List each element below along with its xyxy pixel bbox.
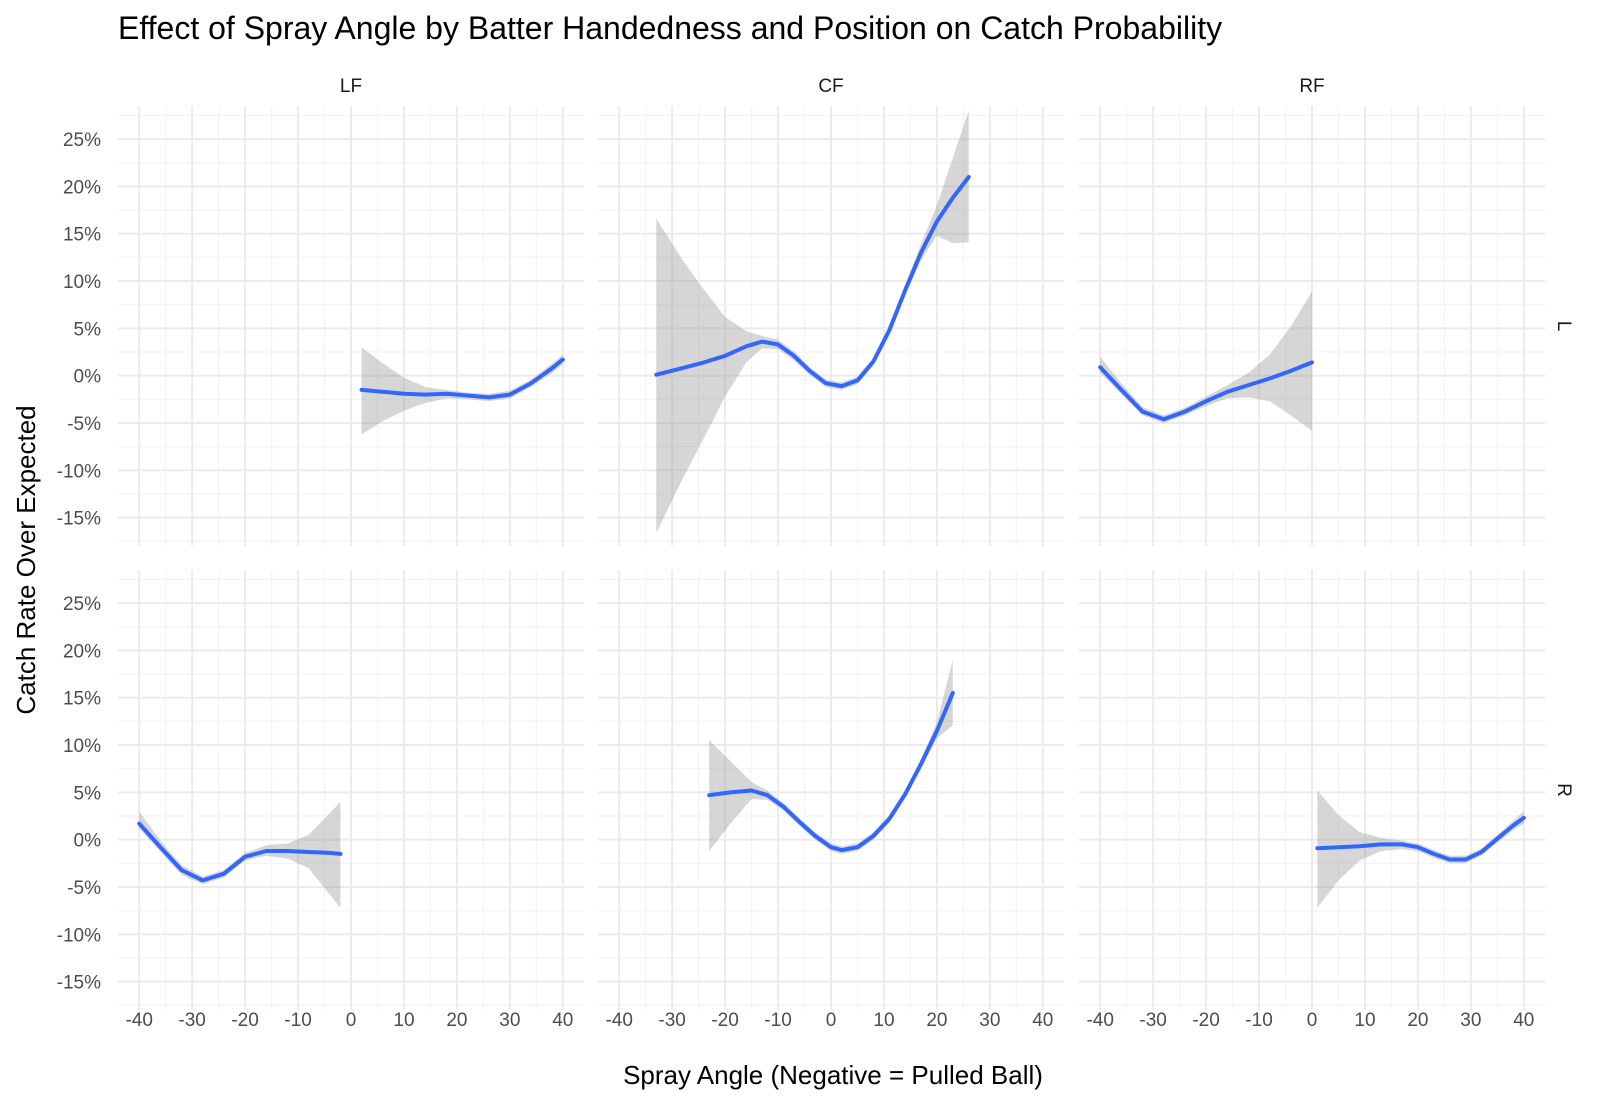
y-tick-label: -10% (57, 461, 101, 482)
x-tick-label: -40 (605, 1010, 632, 1031)
panel-lf-r (137, 801, 343, 908)
y-tick-label: 25% (63, 130, 101, 151)
x-tick-label: 10 (1354, 1010, 1375, 1031)
facet-row-label: R (1553, 783, 1574, 797)
x-tick-label: -10 (1245, 1010, 1272, 1031)
x-tick-label: -10 (764, 1010, 791, 1031)
x-tick-label: -30 (178, 1010, 205, 1031)
x-tick-label: -30 (1139, 1010, 1166, 1031)
x-tick-label: 10 (393, 1010, 414, 1031)
x-axis-title: Spray Angle (Negative = Pulled Ball) (623, 1060, 1043, 1090)
x-tick-label: 20 (446, 1010, 467, 1031)
y-tick-label: -15% (57, 509, 101, 530)
x-tick-label: 40 (1032, 1010, 1053, 1031)
facet-row-label: L (1553, 321, 1574, 332)
x-tick-label: -20 (1192, 1010, 1219, 1031)
y-axis-tick-labels: -15% -10% -5% 0% 5% 10% 15% 20% 25% -15% -10% -5% 0%… (57, 130, 101, 993)
x-tick-label: 0 (346, 1010, 357, 1031)
x-tick-label: -30 (658, 1010, 685, 1031)
facet-panels (118, 106, 1545, 1010)
y-axis-title: Catch Rate Over Expected (11, 405, 41, 714)
y-tick-label: 5% (74, 319, 102, 340)
y-tick-label: 0% (74, 367, 102, 388)
y-tick-label: 10% (63, 736, 101, 757)
y-tick-label: 15% (63, 689, 101, 710)
panel-cf-l (654, 110, 971, 533)
confidence-band (656, 110, 969, 533)
x-tick-label: -40 (125, 1010, 152, 1031)
y-tick-label: 20% (63, 177, 101, 198)
panel-grid (118, 106, 584, 546)
x-tick-label: 40 (552, 1010, 573, 1031)
panel-rf-r (1315, 790, 1526, 908)
facet-column-label: RF (1299, 76, 1324, 97)
x-tick-label: -40 (1086, 1010, 1113, 1031)
panel-grid (1079, 106, 1545, 546)
x-tick-label: 30 (1460, 1010, 1481, 1031)
chart-title: Effect of Spray Angle by Batter Handedne… (118, 10, 1222, 46)
confidence-band (1100, 291, 1312, 431)
y-tick-label: 5% (74, 783, 102, 804)
panel-lf-l (359, 347, 565, 435)
x-tick-label: 0 (1307, 1010, 1318, 1031)
y-tick-label: 20% (63, 641, 101, 662)
confidence-band (139, 801, 341, 908)
smooth-line (1315, 815, 1526, 862)
facet-column-label: CF (818, 76, 843, 97)
panel-rf-l (1098, 291, 1314, 431)
x-tick-label: 40 (1513, 1010, 1534, 1031)
smooth-line (707, 691, 955, 853)
smooth-line (359, 357, 565, 400)
y-tick-label: 15% (63, 225, 101, 246)
x-tick-label: -20 (711, 1010, 738, 1031)
smooth-line (137, 821, 343, 883)
facet-strip-labels: LF CF RF L R (340, 76, 1574, 797)
panel-grid (1079, 570, 1545, 1010)
y-tick-label: -5% (67, 414, 101, 435)
y-tick-label: 25% (63, 594, 101, 615)
confidence-band (361, 347, 563, 435)
x-tick-label: -10 (284, 1010, 311, 1031)
y-tick-label: -10% (57, 925, 101, 946)
y-tick-label: -15% (57, 973, 101, 994)
y-tick-label: 10% (63, 272, 101, 293)
x-tick-label: 20 (926, 1010, 947, 1031)
panel-grid (598, 106, 1064, 546)
x-tick-label: -20 (231, 1010, 258, 1031)
panel-cf-r (707, 659, 955, 854)
facet-column-label: LF (340, 76, 362, 97)
smooth-line (654, 175, 971, 389)
y-tick-label: -5% (67, 878, 101, 899)
x-tick-label: 10 (873, 1010, 894, 1031)
x-tick-label: 30 (499, 1010, 520, 1031)
y-tick-label: 0% (74, 831, 102, 852)
smooth-line (1098, 360, 1314, 422)
x-tick-label: 20 (1407, 1010, 1428, 1031)
x-axis-tick-labels: -40 -30 -20 -10 0 10 20 30 40 -40 -30 -20 -10 0 10 20 30… (125, 1010, 1534, 1031)
x-tick-label: 0 (826, 1010, 837, 1031)
x-tick-label: 30 (979, 1010, 1000, 1031)
panel-grid (118, 570, 584, 1010)
panel-grid (598, 570, 1064, 1010)
